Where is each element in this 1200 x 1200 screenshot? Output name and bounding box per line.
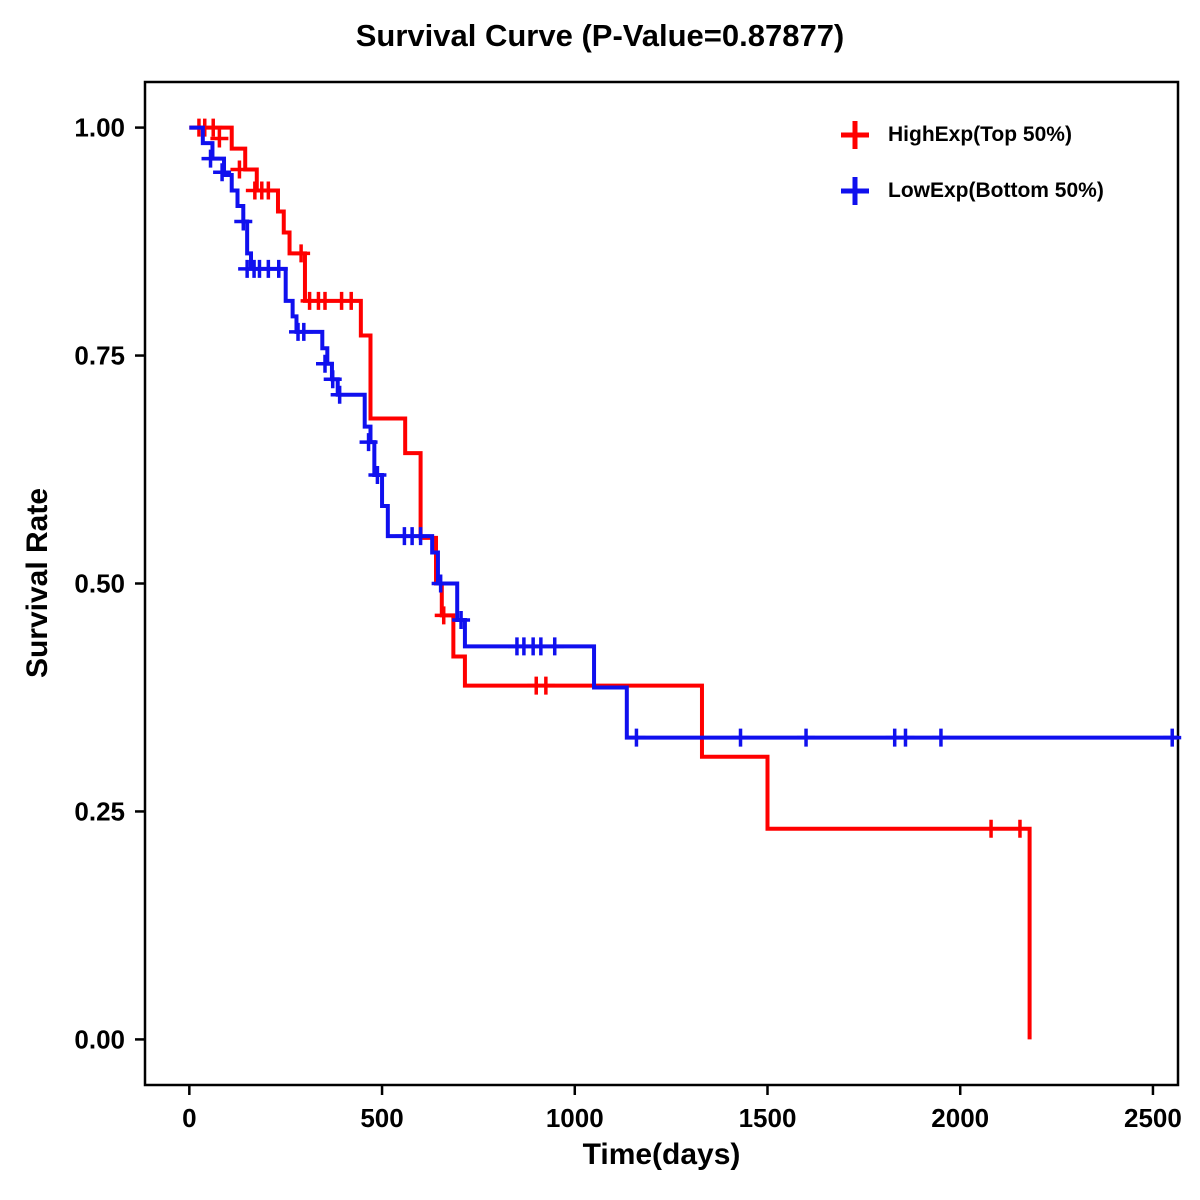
censor-marks-1 [201, 149, 1182, 747]
x-tick-label: 1000 [546, 1103, 604, 1133]
x-tick-label: 2000 [931, 1103, 989, 1133]
legend-item-lowexp: LowExp(Bottom 50%) [838, 174, 1104, 208]
y-tick-label: 0.75 [74, 341, 125, 371]
x-tick-label: 0 [182, 1103, 196, 1133]
survival-step-curve-1 [189, 125, 1178, 740]
legend-label-lowexp: LowExp(Bottom 50%) [888, 179, 1104, 202]
y-axis-label: Survival Rate [21, 487, 54, 679]
x-tick-label: 500 [360, 1103, 403, 1133]
legend-label-highexp: HighExp(Top 50%) [888, 123, 1072, 146]
legend-item-highexp: HighExp(Top 50%) [838, 118, 1104, 152]
chart-title: Survival Curve (P-Value=0.87877) [355, 18, 845, 53]
censor-marks-0 [189, 118, 1029, 838]
x-tick-label: 1500 [739, 1103, 797, 1133]
y-tick-label: 1.00 [74, 113, 125, 143]
y-tick-label: 0.50 [74, 569, 125, 599]
survival-step-curve-0 [189, 125, 1032, 1040]
x-axis-label: Time(days) [582, 1138, 741, 1171]
plot-frame [143, 80, 1180, 1087]
plus-marker-icon [841, 121, 869, 149]
x-tick-label: 2500 [1124, 1103, 1182, 1133]
y-tick-label: 0.00 [74, 1024, 125, 1054]
legend: HighExp(Top 50%) LowExp(Bottom 50%) [838, 118, 1104, 208]
y-tick-label: 0.25 [74, 796, 125, 826]
plus-marker-icon [841, 177, 869, 205]
